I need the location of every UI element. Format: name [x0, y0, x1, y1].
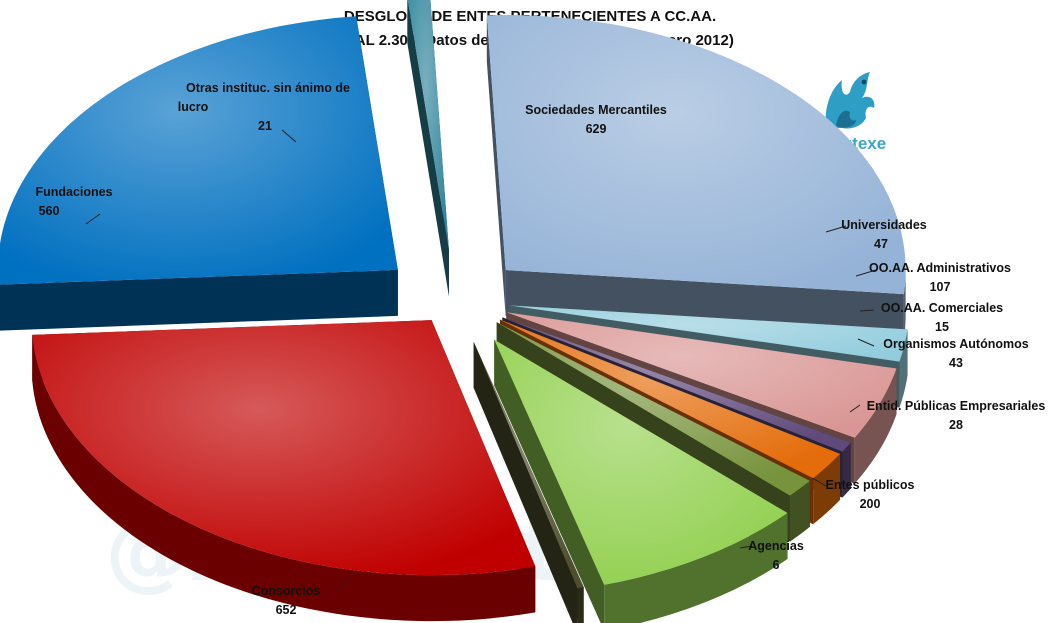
pie-slice-rim: [789, 480, 810, 542]
leader-line: [281, 129, 297, 143]
leader-line: [849, 404, 861, 413]
slice-label: Sociedades Mercantiles 629: [525, 103, 667, 136]
leader-line: [811, 477, 827, 487]
slice-label-name: Fundaciones: [35, 185, 112, 199]
slice-label: Universidades 47: [841, 218, 927, 251]
winged-dragon-icon: [825, 72, 875, 129]
pie-slice-rim: [577, 586, 584, 623]
slice-label-name: Universidades: [841, 218, 927, 232]
slice-label: OO.AA. Administrativos 107: [869, 261, 1011, 294]
pie-slice-highlight: [509, 305, 908, 362]
pie-slice: [407, 0, 449, 297]
leader-line: [739, 545, 753, 549]
slice-label-value: 21: [258, 119, 272, 133]
slice-label-name: Entes públicos: [826, 478, 915, 492]
leader-line: [825, 225, 847, 233]
pie-slice-highlight: [0, 16, 398, 285]
slice-label-value: 652: [276, 603, 297, 617]
pie-slice: [32, 320, 536, 622]
slice-label: Fundaciones 560: [35, 185, 112, 218]
slice-label-name: OO.AA. Administrativos: [869, 261, 1011, 275]
slice-label-name: Sociedades Mercantiles: [525, 103, 667, 117]
slice-label-name: Otras instituc. sin ánimo de: [186, 81, 350, 95]
pie-slice-cut-face: [486, 15, 506, 317]
pie-slice-cut-face: [407, 0, 449, 297]
leader-lines: [85, 129, 877, 591]
slice-label-name: Entid. Públicas Empresariales: [867, 399, 1046, 413]
pie-slice-rim: [842, 442, 851, 498]
slice-label-value: 43: [949, 356, 963, 370]
slice-labels: Sociedades Mercantiles 629 Universidades 47…: [35, 81, 1045, 617]
slice-label-value: 6: [773, 558, 780, 572]
pie-slice-highlight: [499, 319, 841, 479]
leader-line: [337, 577, 351, 591]
pie-slice: [494, 339, 788, 623]
pie-slice-highlight: [407, 0, 449, 251]
pie-slice-highlight: [486, 15, 906, 295]
slice-label-name: lucro: [178, 100, 209, 114]
slice-label-name: OO.AA. Comerciales: [881, 301, 1003, 315]
pie-slice-cut-face: [494, 339, 605, 623]
pie-slices: [0, 0, 908, 623]
slice-label: Otras instituc. sin ánimo de lucro 21: [178, 81, 350, 133]
slice-label: Entid. Públicas Empresariales 28: [867, 399, 1046, 432]
pie-slice-highlight: [32, 320, 536, 576]
slice-label-value: 15: [935, 320, 949, 334]
slice-label-value: 28: [949, 418, 963, 432]
pie-slice-rim: [32, 334, 536, 622]
pie-slice: [486, 15, 906, 341]
slice-label-name: Consorcios: [252, 584, 321, 598]
slice-label: Consorcios 652: [252, 584, 321, 617]
pie-slice-highlight: [502, 317, 851, 452]
slice-label-value: 200: [860, 497, 881, 511]
slice-label: Entes públicos 200: [826, 478, 915, 511]
leader-line: [859, 309, 875, 312]
pie-slice-rim: [899, 329, 908, 408]
slice-label: Organismos Autónomos 43: [883, 337, 1028, 370]
leader-line: [857, 338, 875, 347]
pie-slice-rim: [813, 453, 841, 525]
pie-slice-rim: [604, 513, 788, 623]
pie-slice-highlight: [494, 339, 788, 585]
pie-slice-highlight: [496, 322, 810, 496]
leader-line: [855, 269, 877, 277]
pie-slice: [0, 16, 398, 331]
pie-slice-highlight: [506, 312, 897, 438]
pie-slice-rim: [854, 368, 897, 484]
slice-label-name: Agencias: [748, 539, 804, 553]
slice-label: Agencias 6: [748, 539, 804, 572]
slice-label: OO.AA. Comerciales 15: [881, 301, 1003, 334]
pie-slice-highlight: [473, 341, 584, 589]
slice-label-name: Organismos Autónomos: [883, 337, 1028, 351]
pie-slice-cut-face: [473, 341, 578, 623]
slice-label-value: 629: [586, 122, 607, 136]
pie-slice-rim: [903, 272, 906, 341]
leader-line: [85, 213, 101, 225]
pie-slice-cut-face: [505, 270, 904, 341]
slice-label-value: 560: [39, 204, 60, 218]
slice-label-value: 47: [874, 237, 888, 251]
pie-slice: [473, 341, 584, 623]
slice-label-value: 107: [930, 280, 951, 294]
pie-slice-cut-face: [0, 269, 398, 331]
